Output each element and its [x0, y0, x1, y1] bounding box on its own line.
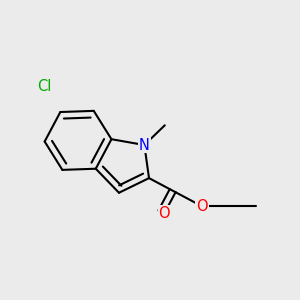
- Text: O: O: [196, 199, 208, 214]
- Text: Cl: Cl: [37, 79, 52, 94]
- Text: O: O: [158, 206, 170, 221]
- Text: N: N: [139, 137, 150, 152]
